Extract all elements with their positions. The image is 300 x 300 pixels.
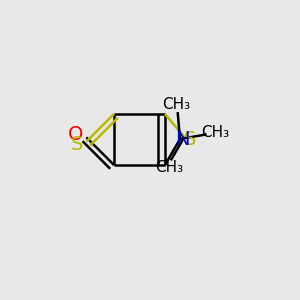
Text: CH₃: CH₃ <box>162 97 190 112</box>
Text: S: S <box>184 130 196 149</box>
Text: CH₃: CH₃ <box>155 160 183 175</box>
Text: CH₃: CH₃ <box>202 125 230 140</box>
Text: S: S <box>71 135 84 154</box>
Text: N: N <box>175 130 190 148</box>
Text: O: O <box>68 125 84 144</box>
